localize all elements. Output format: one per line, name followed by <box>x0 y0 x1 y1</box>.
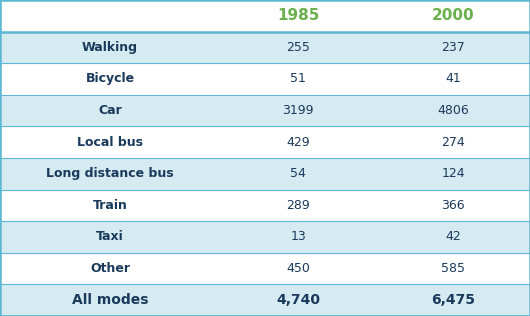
Text: 289: 289 <box>286 199 310 212</box>
Text: 585: 585 <box>441 262 465 275</box>
Text: 366: 366 <box>441 199 465 212</box>
Text: Long distance bus: Long distance bus <box>46 167 174 180</box>
Bar <box>0 126 530 158</box>
Bar <box>0 63 530 95</box>
Text: Bicycle: Bicycle <box>85 72 135 86</box>
Bar <box>0 0 530 32</box>
Text: 6,475: 6,475 <box>431 293 475 307</box>
Text: 2000: 2000 <box>432 8 474 23</box>
Text: 4,740: 4,740 <box>276 293 320 307</box>
Bar <box>0 284 530 316</box>
Text: Other: Other <box>90 262 130 275</box>
Text: 41: 41 <box>445 72 461 86</box>
Text: 255: 255 <box>286 41 310 54</box>
Text: 42: 42 <box>445 230 461 244</box>
Text: All modes: All modes <box>72 293 148 307</box>
Text: 51: 51 <box>290 72 306 86</box>
Text: 237: 237 <box>441 41 465 54</box>
Text: 274: 274 <box>441 136 465 149</box>
Bar <box>0 158 530 190</box>
Bar <box>0 253 530 284</box>
Bar <box>0 190 530 221</box>
Text: 429: 429 <box>286 136 310 149</box>
Text: 124: 124 <box>441 167 465 180</box>
Bar <box>0 95 530 126</box>
Text: 13: 13 <box>290 230 306 244</box>
Text: 3199: 3199 <box>282 104 314 117</box>
Text: 450: 450 <box>286 262 310 275</box>
Bar <box>0 221 530 253</box>
Text: Car: Car <box>98 104 122 117</box>
Text: 1985: 1985 <box>277 8 319 23</box>
Text: Train: Train <box>93 199 127 212</box>
Text: 54: 54 <box>290 167 306 180</box>
Text: Taxi: Taxi <box>96 230 124 244</box>
Bar <box>0 32 530 63</box>
Text: Local bus: Local bus <box>77 136 143 149</box>
Text: 4806: 4806 <box>437 104 469 117</box>
Text: Walking: Walking <box>82 41 138 54</box>
